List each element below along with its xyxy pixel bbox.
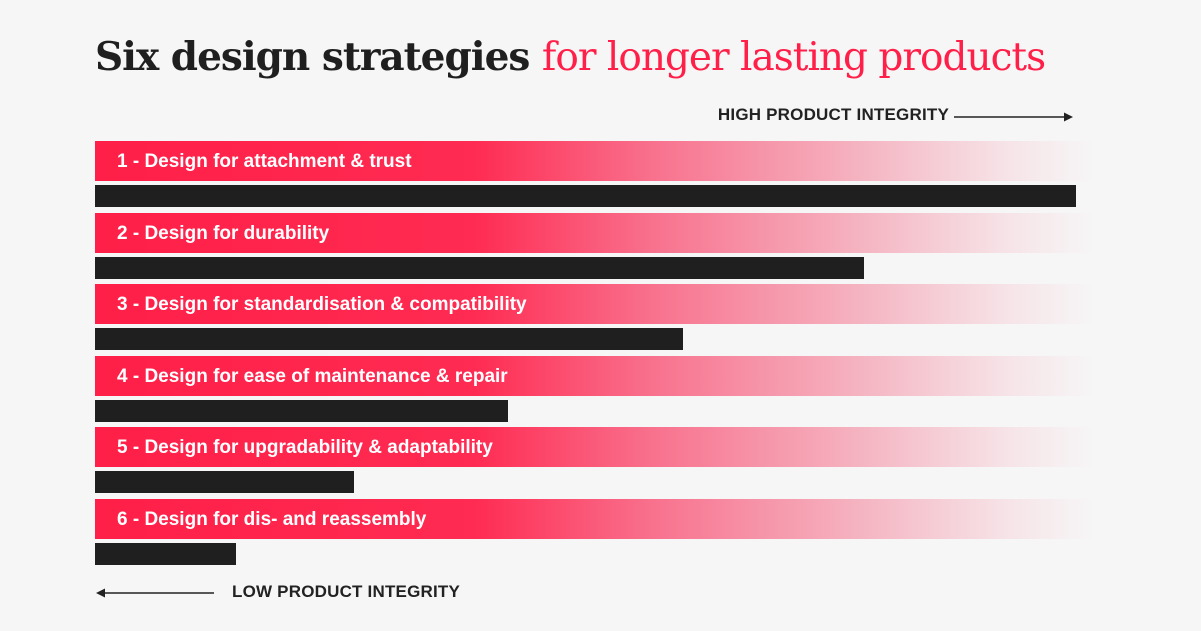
strategy-band: 4 - Design for ease of maintenance & rep… (95, 356, 1095, 396)
strategy-label: 5 - Design for upgradability & adaptabil… (117, 437, 493, 458)
arrow-right-icon (954, 112, 1073, 122)
strategy-label: 4 - Design for ease of maintenance & rep… (117, 366, 508, 387)
strategy-label: 2 - Design for durability (117, 223, 330, 244)
strategy-band: 5 - Design for upgradability & adaptabil… (95, 427, 1095, 467)
strategy-label: 3 - Design for standardisation & compati… (117, 294, 527, 315)
low-integrity-label: LOW PRODUCT INTEGRITY (232, 582, 461, 601)
integrity-bar (95, 543, 236, 565)
strategy-band: 1 - Design for attachment & trust (95, 141, 1095, 181)
title-part-1: Six design strategies (95, 34, 530, 80)
title-part-2: for longer lasting products (541, 35, 1046, 80)
arrow-left-icon (96, 588, 214, 598)
integrity-bar (95, 257, 864, 279)
integrity-bar (95, 400, 508, 422)
integrity-bar (95, 471, 354, 493)
integrity-bar (95, 328, 683, 350)
strategy-band: 3 - Design for standardisation & compati… (95, 284, 1095, 324)
strategy-band: 2 - Design for durability (95, 213, 1095, 253)
strategy-label: 1 - Design for attachment & trust (117, 151, 412, 172)
high-integrity-label: HIGH PRODUCT INTEGRITY (717, 105, 949, 124)
strategy-label: 6 - Design for dis- and reassembly (117, 509, 427, 530)
integrity-bar (95, 185, 1076, 207)
strategy-band: 6 - Design for dis- and reassembly (95, 499, 1095, 539)
page-title: Six design strategies for longer lasting… (95, 30, 1046, 85)
